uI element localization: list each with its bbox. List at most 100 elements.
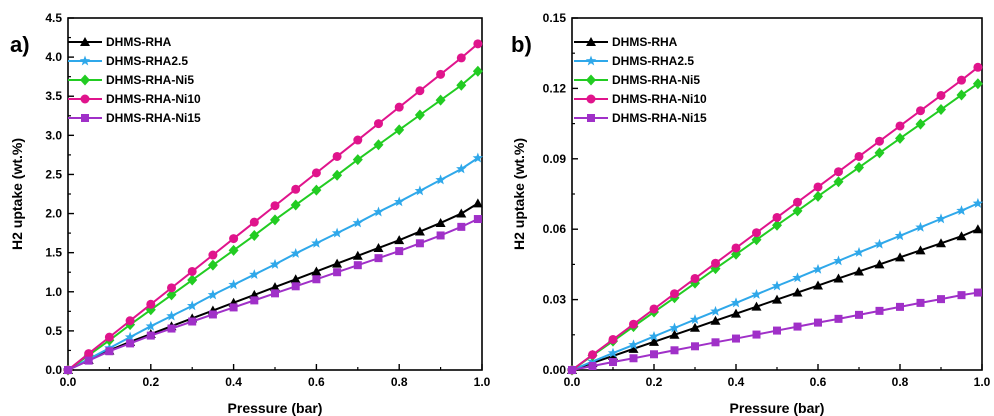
data-point bbox=[813, 280, 823, 290]
data-point bbox=[895, 121, 905, 131]
data-point bbox=[208, 310, 217, 319]
data-point bbox=[104, 332, 114, 342]
panel-label: b) bbox=[511, 32, 532, 57]
data-point bbox=[588, 350, 597, 360]
y-tick-label: 2.0 bbox=[45, 207, 62, 221]
data-point bbox=[207, 289, 219, 300]
data-point bbox=[456, 163, 467, 174]
data-point bbox=[332, 151, 342, 161]
data-point bbox=[311, 184, 322, 196]
data-point bbox=[311, 237, 322, 248]
data-point bbox=[126, 339, 135, 348]
y-tick-label: 0.15 bbox=[543, 11, 567, 25]
data-point bbox=[629, 354, 638, 363]
data-point bbox=[146, 299, 156, 309]
data-point bbox=[629, 319, 638, 329]
data-point bbox=[648, 330, 660, 341]
data-point bbox=[711, 338, 720, 347]
data-point bbox=[568, 366, 576, 374]
data-point bbox=[436, 69, 446, 79]
data-point bbox=[973, 62, 983, 72]
legend-entry: DHMS-RHA-Ni5 bbox=[574, 73, 700, 87]
y-tick-label: 4.5 bbox=[45, 11, 62, 25]
y-tick-label: 0.12 bbox=[543, 81, 567, 95]
data-point bbox=[894, 230, 906, 241]
data-point bbox=[875, 306, 884, 315]
legend-label: DHMS-RHA-Ni10 bbox=[106, 92, 201, 106]
data-point bbox=[228, 279, 239, 290]
data-point bbox=[833, 273, 844, 283]
data-point bbox=[352, 154, 363, 166]
data-point bbox=[711, 258, 720, 268]
data-point bbox=[415, 86, 425, 96]
data-point bbox=[187, 274, 198, 286]
data-point bbox=[792, 272, 803, 283]
data-point bbox=[124, 331, 136, 342]
data-point bbox=[373, 206, 384, 217]
data-point bbox=[691, 342, 699, 351]
data-point bbox=[670, 346, 679, 355]
legend-label: DHMS-RHA-Ni10 bbox=[612, 92, 707, 106]
data-point bbox=[895, 132, 905, 144]
data-point bbox=[875, 136, 884, 146]
data-point bbox=[690, 322, 700, 332]
data-point bbox=[793, 322, 802, 331]
series-dhms-rha-ni15 bbox=[64, 215, 482, 374]
data-point bbox=[166, 289, 177, 301]
data-point bbox=[833, 176, 844, 188]
y-tick-label: 3.0 bbox=[45, 128, 62, 142]
data-point bbox=[374, 119, 383, 129]
data-point bbox=[813, 182, 823, 192]
data-point bbox=[752, 330, 761, 339]
data-point bbox=[125, 316, 135, 326]
data-point bbox=[628, 343, 639, 353]
y-axis-label: H2 uptake (wt.%) bbox=[511, 138, 527, 250]
data-point bbox=[751, 234, 762, 246]
data-point bbox=[167, 283, 176, 293]
data-point bbox=[393, 196, 405, 207]
data-point bbox=[270, 201, 280, 211]
data-point bbox=[394, 124, 405, 136]
data-point bbox=[874, 238, 885, 249]
data-point bbox=[414, 226, 425, 236]
data-point bbox=[752, 228, 761, 238]
data-point bbox=[331, 227, 343, 238]
data-point bbox=[84, 356, 93, 365]
data-point bbox=[607, 347, 619, 358]
series-dhms-rha-ni15 bbox=[568, 288, 982, 374]
data-point bbox=[853, 246, 865, 257]
data-point bbox=[972, 197, 984, 208]
data-point bbox=[609, 358, 617, 367]
data-point bbox=[435, 94, 446, 106]
data-point bbox=[896, 302, 904, 311]
legend-marker bbox=[80, 94, 90, 104]
panel-label: a) bbox=[10, 32, 30, 57]
data-point bbox=[271, 289, 279, 298]
y-tick-label: 2.5 bbox=[45, 167, 62, 181]
data-point bbox=[188, 317, 197, 326]
data-point bbox=[395, 247, 404, 256]
data-point bbox=[956, 89, 967, 101]
data-point bbox=[814, 318, 822, 327]
data-point bbox=[352, 250, 363, 260]
legend-entry: DHMS-RHA-Ni10 bbox=[574, 92, 707, 106]
data-point bbox=[792, 287, 803, 297]
data-point bbox=[270, 214, 280, 226]
x-axis-label: Pressure (bar) bbox=[730, 400, 825, 416]
series-dhms-rha-ni10 bbox=[567, 62, 983, 375]
data-point bbox=[436, 231, 445, 240]
data-point bbox=[333, 268, 342, 277]
data-point bbox=[771, 280, 783, 291]
legend-entry: DHMS-RHA2.5 bbox=[574, 54, 694, 68]
data-point bbox=[710, 305, 721, 316]
data-point bbox=[936, 104, 946, 116]
x-tick-label: 0.8 bbox=[391, 375, 408, 389]
x-tick-label: 0.0 bbox=[60, 375, 77, 389]
series-dhms-rha2-5 bbox=[566, 197, 984, 375]
data-point bbox=[373, 242, 384, 252]
data-point bbox=[186, 300, 198, 311]
x-tick-label: 0.0 bbox=[564, 375, 581, 389]
data-point bbox=[936, 90, 946, 100]
legend-label: DHMS-RHA bbox=[612, 35, 678, 49]
legend-label: DHMS-RHA2.5 bbox=[612, 54, 694, 68]
